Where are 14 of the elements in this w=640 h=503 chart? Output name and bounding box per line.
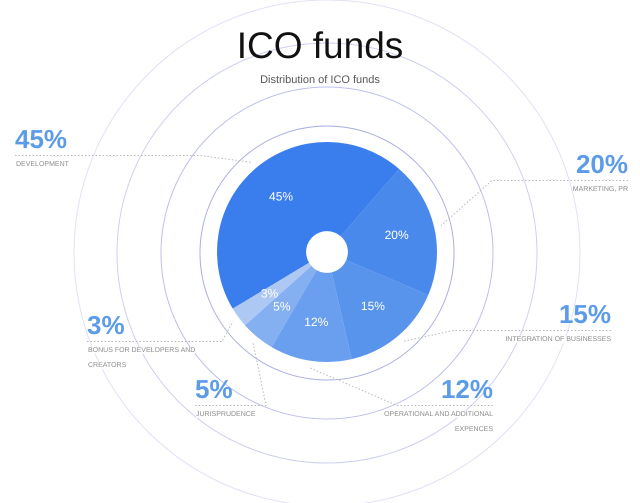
- text: 45%: [15, 124, 68, 154]
- data-label: 5%: [273, 300, 291, 314]
- text: 15%: [558, 299, 611, 329]
- text: 12%: [440, 374, 493, 404]
- chart-subtitle: Distribution of ICO funds: [259, 74, 381, 86]
- data-label: 12%: [304, 314, 329, 329]
- text: 20%: [576, 149, 628, 179]
- data-label: 20%: [384, 228, 409, 242]
- chart-title: ICO funds: [236, 25, 404, 66]
- data-label: 3%: [260, 286, 278, 301]
- data-label: 15%: [360, 299, 386, 314]
- text: 3%: [87, 310, 125, 340]
- text: 5%: [195, 374, 233, 404]
- data-label: 45%: [269, 190, 294, 204]
